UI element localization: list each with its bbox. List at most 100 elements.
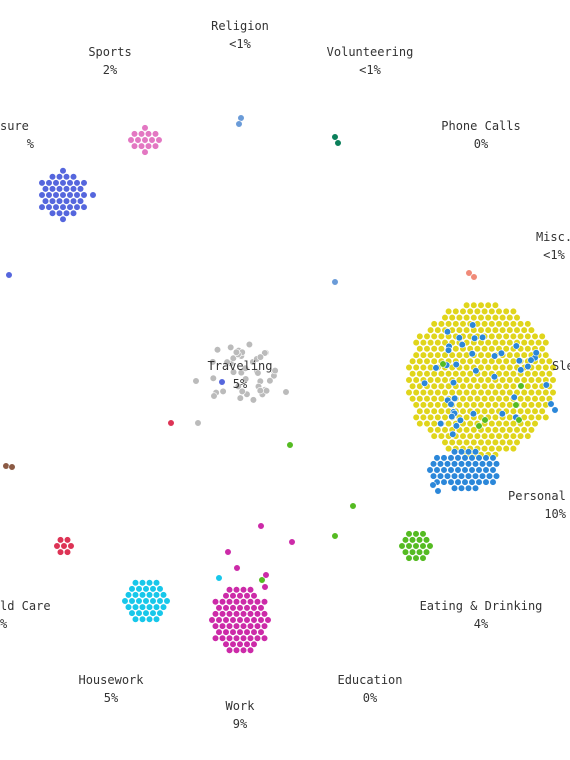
dot-personal-12 <box>471 472 480 480</box>
dot-sle-242 <box>495 432 503 440</box>
dot-sle-113 <box>452 345 460 353</box>
dot-personal-55 <box>426 466 434 474</box>
label-sports: Sports 2% <box>88 43 131 79</box>
dot-sure-25 <box>45 203 53 211</box>
dot-housework-18 <box>149 609 157 617</box>
dot-work-71 <box>211 634 220 642</box>
dot-sle-51 <box>452 370 460 378</box>
dot-sle-107 <box>441 388 449 397</box>
dot-sle-154 <box>495 420 503 428</box>
dot-personal-38 <box>482 478 490 486</box>
dot-work-9 <box>225 610 234 618</box>
dot-work-15 <box>229 628 237 636</box>
dot-sure-32 <box>69 173 78 181</box>
dot-sle-331 <box>419 413 428 422</box>
dot-traveling-x11 <box>254 369 262 377</box>
dot-personal-x1 <box>434 487 442 495</box>
dot-sle-271 <box>423 345 431 353</box>
dot-sle-10 <box>466 382 474 390</box>
dot-sle-370 <box>430 432 438 440</box>
dot-ld-care-1 <box>53 542 61 550</box>
dot-sle-24 <box>491 363 500 372</box>
dot-religion-x2 <box>331 278 339 286</box>
dot-sle-71 <box>448 388 456 397</box>
label-personal: Personal 10% <box>508 487 566 523</box>
dot-sports-7 <box>130 130 139 138</box>
dot-sle-25 <box>463 388 471 397</box>
dot-personal-24 <box>468 478 476 486</box>
dot-personal-19 <box>440 466 448 474</box>
dot-housework-8 <box>152 591 161 599</box>
dot-personal-x3 <box>551 406 559 414</box>
dot-eating-drinking-x1 <box>331 532 339 540</box>
dot-housework-6 <box>145 603 154 611</box>
dot-sle-83 <box>445 382 453 390</box>
dot-sure-x0 <box>5 271 13 279</box>
dot-sle-302 <box>499 438 507 447</box>
dot-work-60 <box>239 586 248 594</box>
label-traveling-pct: 5% <box>232 377 248 391</box>
dot-work-37 <box>236 592 244 600</box>
dot-housework-13 <box>128 597 136 605</box>
dot-traveling-x39 <box>219 387 227 396</box>
dot-sle-368 <box>502 445 510 453</box>
label-religion-pct: <1% <box>229 37 251 51</box>
label-misc-pct: <1% <box>543 248 565 262</box>
dot-sle-253 <box>452 320 460 328</box>
dot-traveling-x42 <box>192 377 200 385</box>
dot-personal-x19 <box>524 362 532 371</box>
dot-traveling-x31 <box>241 364 249 372</box>
dot-personal-x27 <box>449 379 458 387</box>
dot-sle-46 <box>484 401 492 409</box>
dot-sle-294 <box>509 432 518 440</box>
dot-ld-care-2 <box>67 542 75 550</box>
dot-work-28 <box>253 610 262 618</box>
dot-personal-x34 <box>444 346 453 354</box>
dot-sle-345 <box>542 351 550 359</box>
dot-sle-304 <box>412 376 420 384</box>
dot-work-35 <box>215 616 223 624</box>
dot-personal-x14 <box>532 349 540 357</box>
dot-personal-41 <box>457 484 466 492</box>
dot-work-x3 <box>233 564 241 572</box>
dot-sle-200 <box>499 326 507 334</box>
dot-eating-drinking-5 <box>408 548 417 556</box>
dot-sle-358 <box>513 314 521 322</box>
dot-sle-212 <box>473 432 482 440</box>
dot-sle-110 <box>491 339 500 347</box>
dot-sle-262 <box>477 438 485 447</box>
dot-work-66 <box>246 586 255 594</box>
dot-sports-6 <box>144 142 153 150</box>
dot-sle-319 <box>448 438 456 447</box>
dot-housework-30 <box>145 615 154 623</box>
dot-sle-300 <box>499 314 507 322</box>
dot-sle-330 <box>534 339 543 347</box>
dot-work-26 <box>250 628 258 636</box>
dot-sle-175 <box>520 351 528 359</box>
dot-personal-x5 <box>455 334 463 342</box>
dot-traveling-x37 <box>238 387 246 396</box>
dot-sure-6 <box>66 191 74 199</box>
dot-eating-drinking-x5 <box>515 416 523 424</box>
dot-sle-374 <box>549 376 557 384</box>
dot-eating-drinking-0 <box>412 542 420 550</box>
dot-sle-261 <box>477 314 485 322</box>
dot-work-x1 <box>288 538 296 546</box>
dot-misc-x0 <box>465 269 473 277</box>
dot-personal-6 <box>464 472 473 480</box>
dot-sure-11 <box>48 197 57 205</box>
dot-personal-46 <box>471 484 480 492</box>
dot-housework-9 <box>131 603 140 611</box>
dot-personal-37 <box>440 478 448 486</box>
dot-sle-4 <box>481 382 489 390</box>
dot-sle-199 <box>455 326 464 334</box>
dot-sle-22 <box>481 395 489 403</box>
dot-housework-32 <box>163 597 171 605</box>
dot-sle-174 <box>434 401 442 409</box>
dot-sle-2 <box>473 382 482 390</box>
dot-traveling-x23 <box>209 358 217 366</box>
dot-work-2 <box>239 610 248 618</box>
dot-ld-care-6 <box>63 548 72 556</box>
dot-sle-256 <box>502 432 510 440</box>
dot-sle-263 <box>470 314 478 322</box>
